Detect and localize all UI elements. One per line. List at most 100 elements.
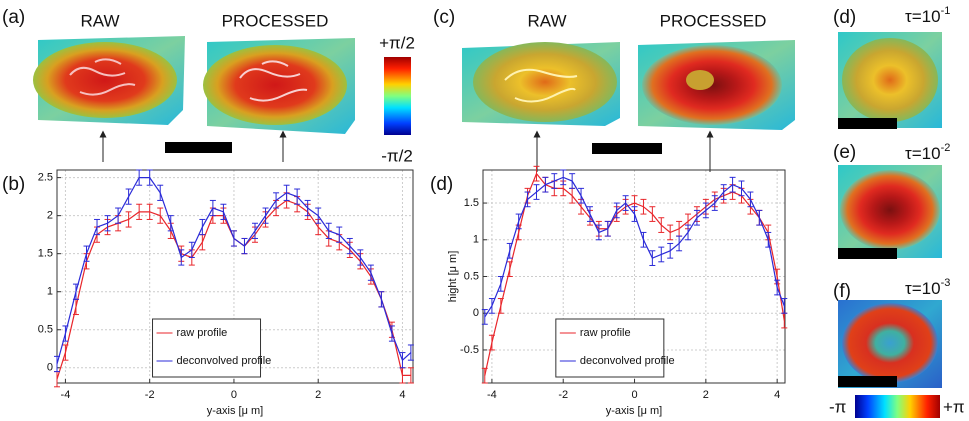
error-bar (720, 184, 727, 200)
panel-label: (e) (833, 142, 856, 163)
x-axis-label: y-axis [μ m] (606, 405, 662, 417)
panel-label: (c) (433, 7, 455, 28)
error-bar (157, 184, 164, 201)
error-bar (104, 215, 111, 232)
y-tick-label: -0.5 (460, 344, 479, 356)
error-bar (586, 206, 593, 222)
error-bar (729, 176, 736, 193)
error-bar (756, 209, 763, 226)
error-bar (667, 242, 674, 259)
panel-label: (b) (2, 174, 25, 195)
error-bar (649, 250, 656, 266)
error-bar (497, 298, 504, 314)
error-bar (209, 199, 216, 217)
y-tick-label: 0.5 (464, 270, 479, 282)
tau-base: τ=10 (905, 7, 941, 26)
error-bar (407, 367, 414, 384)
plot-frame (482, 169, 786, 384)
error-bar (781, 298, 788, 314)
x-tick-label: 4 (774, 389, 780, 401)
error-bar (241, 237, 248, 255)
legend-box (555, 318, 665, 378)
legend: raw profile deconvolved profile (152, 318, 272, 378)
error-bar (774, 279, 781, 296)
error-bar (262, 207, 269, 224)
y-axis-label: hight [μ m] (447, 251, 459, 303)
error-bar (146, 203, 153, 220)
tau-label: τ=10-1 (905, 5, 950, 27)
y-tick-label: 0 (47, 362, 53, 374)
colorbar-min: -π/2 (381, 146, 413, 165)
error-bar (506, 261, 513, 277)
chart: (d) -4 -2 0 2 4 -0.5 0 0.5 1 1.5 y-axis [μ m] hight … (430, 165, 788, 417)
error-bar (515, 213, 522, 230)
y-tick-label: 2 (47, 210, 53, 222)
error-bar (115, 207, 122, 224)
tau-exponent: -2 (941, 142, 951, 154)
error-bar (304, 199, 311, 217)
legend-label: deconvolved profile (177, 355, 272, 367)
error-bar (702, 202, 709, 219)
scale-bar (165, 142, 232, 153)
processed-image (638, 40, 795, 130)
panel-label: (f) (833, 281, 851, 302)
error-bar (94, 218, 101, 236)
error-bar (685, 224, 692, 241)
tau-base: τ=10 (905, 279, 941, 298)
error-bar (136, 169, 143, 186)
scale-bar (838, 376, 897, 387)
error-bar (738, 180, 745, 197)
legend-box (152, 318, 262, 378)
error-bar (569, 187, 576, 204)
error-bar (230, 230, 237, 247)
colorbar (855, 395, 940, 418)
tau-image (838, 300, 942, 388)
scale-bar (838, 118, 897, 129)
error-bar (407, 344, 414, 361)
error-bar (252, 222, 259, 239)
y-tick-label: 0 (473, 307, 479, 319)
tau-exponent: -1 (941, 5, 951, 17)
error-bar (294, 188, 301, 205)
legend-label: raw profile (177, 327, 228, 339)
error-bar (273, 192, 280, 209)
panel-label: (a) (2, 7, 25, 28)
tau-exponent: -3 (941, 277, 951, 289)
error-bar (167, 215, 174, 232)
error-bar (325, 222, 332, 239)
error-bar (578, 187, 585, 204)
x-tick-label: -4 (61, 389, 71, 401)
error-bar (125, 188, 132, 205)
error-bar (676, 220, 683, 237)
x-tick-label: 4 (399, 389, 405, 401)
y-tick-label: 1.5 (464, 197, 479, 209)
x-tick-label: 2 (315, 389, 321, 401)
error-bar (533, 165, 540, 182)
y-tick-label: 1 (47, 286, 53, 298)
error-bar (667, 224, 674, 241)
x-tick-label: -4 (487, 389, 497, 401)
error-bar (283, 184, 290, 201)
error-bar (747, 191, 754, 208)
error-bar (199, 218, 206, 236)
error-bar (388, 325, 395, 342)
error-bar (595, 224, 602, 241)
error-bar (357, 249, 364, 266)
error-bar (560, 169, 567, 186)
tau-image (838, 32, 942, 128)
error-bar (488, 298, 495, 314)
error-bar (367, 264, 374, 281)
error-bar (146, 169, 153, 186)
error-bar (649, 206, 656, 222)
error-bar (481, 309, 488, 325)
panel-label: (d) (833, 7, 856, 28)
error-bar (613, 202, 620, 219)
error-bar (83, 245, 90, 262)
colorbar-max: +π (943, 397, 965, 416)
tau-image (838, 165, 942, 258)
x-tick-label: 2 (703, 389, 709, 401)
raw-image (33, 36, 185, 125)
x-tick-label: 0 (231, 389, 237, 401)
error-bar (72, 283, 79, 300)
x-tick-label: -2 (558, 389, 568, 401)
